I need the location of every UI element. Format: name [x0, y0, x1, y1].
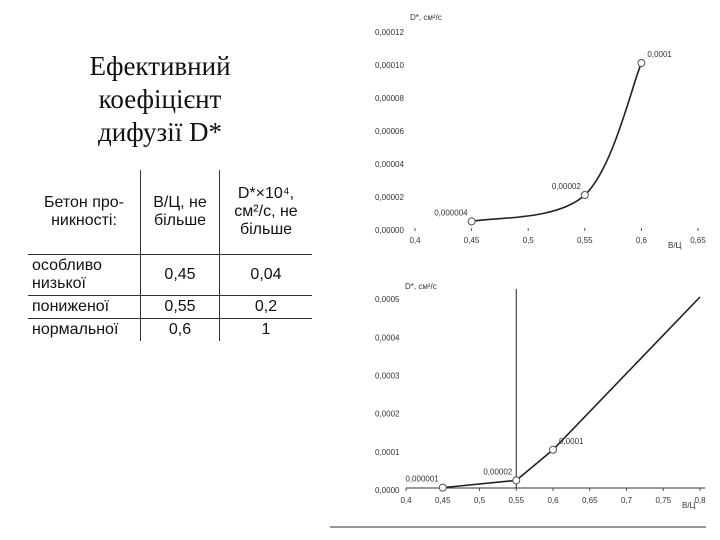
y-tick-label: 0,0005	[375, 295, 400, 304]
x-tick-label: 0,4	[400, 496, 412, 505]
table-row: пониженої 0,55 0,2	[28, 295, 312, 319]
value-label: 0,00002	[552, 182, 581, 191]
table-cell: 1	[219, 318, 312, 341]
value-label: 0,00002	[483, 467, 512, 476]
x-tick-label: 0,5	[474, 496, 486, 505]
table-cell: 0,55	[140, 295, 220, 319]
data-point	[549, 445, 557, 454]
y-axis-label: D*, см²/с	[405, 282, 437, 291]
data-point	[467, 217, 476, 226]
data-line	[442, 296, 701, 489]
title-line: дифузії D*	[98, 117, 222, 147]
table-cell: особливо низької	[28, 254, 141, 296]
title-line: Ефективний	[89, 51, 231, 81]
title-line: коефіцієнт	[98, 84, 222, 114]
x-tick-label: 0,7	[621, 496, 633, 505]
y-tick-label: 0,0002	[375, 410, 400, 419]
x-tick-label: 0,4	[409, 236, 421, 245]
table-cell: пониженої	[28, 295, 141, 319]
y-tick-label: 0,0001	[375, 448, 400, 457]
table-cell: нормальної	[28, 318, 141, 341]
x-tick-label: 0,8	[694, 496, 706, 505]
value-label: 0,000004	[434, 209, 468, 218]
data-point	[512, 476, 521, 485]
header-cell: Бетон про- никності:	[44, 194, 124, 229]
x-tick-label: 0,45	[464, 236, 480, 245]
y-tick-label: 0,00002	[375, 193, 404, 202]
value-label: 0,0001	[647, 50, 672, 59]
x-tick-label: 0,55	[577, 236, 593, 245]
y-tick-label: 0,0000	[375, 486, 400, 495]
x-tick-label: 0,6	[547, 496, 559, 505]
value-label: 0,000001	[405, 475, 439, 484]
table-header: Бетон про- никності: В/Ц, не більше D*×10⁴…	[28, 170, 312, 255]
data-point	[580, 191, 589, 199]
y-tick-label: 0,00010	[375, 61, 404, 70]
y-axis-label: D*, см²/с	[410, 13, 442, 22]
value-label: 0,0001	[559, 437, 584, 446]
y-tick-label: 0,00000	[375, 226, 404, 235]
y-tick-label: 0,00006	[375, 127, 404, 136]
x-tick-label: 0,55	[508, 496, 524, 505]
table-cell: 0,2	[219, 295, 312, 319]
y-tick-label: 0,0003	[375, 372, 400, 381]
header-cell: D*×10⁴, см²/с, не більше	[219, 170, 312, 255]
x-tick-label: 0,65	[690, 236, 706, 245]
x-axis-label: В/Ц	[682, 501, 696, 510]
x-tick-label: 0,65	[582, 496, 598, 505]
y-tick-label: 0,00012	[375, 28, 404, 37]
x-tick-label: 0,75	[655, 496, 671, 505]
x-tick-label: 0,5	[523, 236, 535, 245]
data-point	[438, 483, 447, 492]
x-axis-label: В/Ц	[668, 241, 682, 250]
table-cell: 0,04	[219, 254, 312, 296]
table-cell: 0,6	[140, 318, 220, 341]
header-cell: В/Ц, не більше	[140, 170, 220, 255]
data-line	[471, 62, 643, 223]
x-tick-label: 0,6	[636, 236, 648, 245]
table-row: особливо низької 0,45 0,04	[28, 254, 312, 296]
x-tick-label: 0,45	[435, 496, 451, 505]
y-tick-label: 0,00004	[375, 160, 404, 169]
y-tick-label: 0,0004	[375, 333, 400, 342]
data-point	[637, 59, 646, 67]
table-cell: 0,45	[140, 254, 220, 296]
title: Ефективний коефіцієнт дифузії D*	[40, 50, 280, 149]
table: Бетон про- никності: В/Ц, не більше D*×10⁴…	[28, 170, 312, 341]
table-row: нормальної 0,6 1	[28, 318, 312, 341]
y-tick-label: 0,00008	[375, 94, 404, 103]
